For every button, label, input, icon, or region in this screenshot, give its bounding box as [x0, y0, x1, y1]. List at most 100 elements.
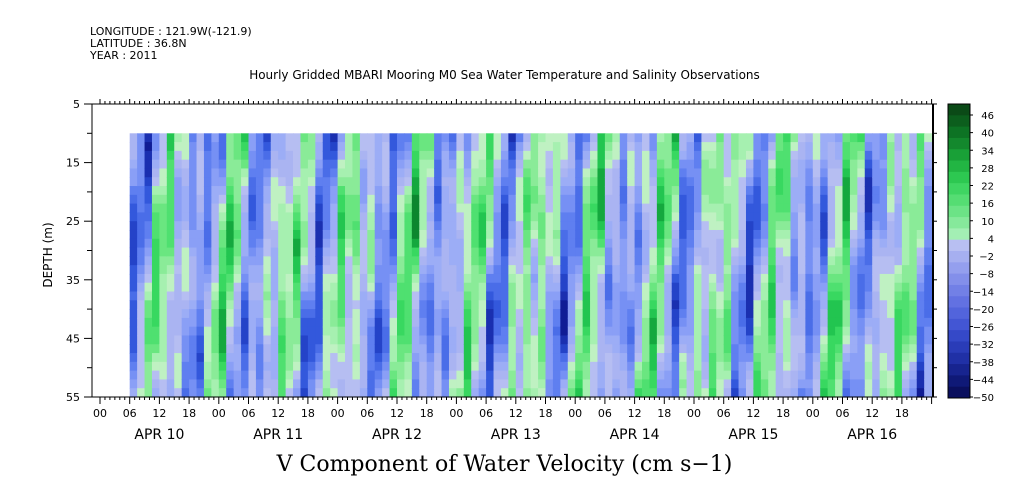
- heatmap-cell: [901, 186, 910, 196]
- heatmap-cell: [255, 370, 264, 381]
- heatmap-cell: [887, 150, 896, 161]
- heatmap-cell: [463, 168, 472, 178]
- colorbar-label: −14: [973, 287, 994, 298]
- colorbar-cell: [948, 126, 970, 139]
- heatmap-cell: [775, 291, 784, 301]
- heatmap-cell: [137, 265, 146, 275]
- heatmap-cell: [783, 291, 792, 301]
- heatmap-cell: [842, 282, 851, 293]
- heatmap-cell: [434, 282, 443, 293]
- heatmap-cell: [478, 379, 487, 389]
- heatmap-cell: [545, 361, 554, 372]
- heatmap-cell: [181, 229, 190, 240]
- heatmap-cell: [352, 177, 361, 187]
- heatmap-cell: [493, 229, 502, 240]
- heatmap-cell: [731, 247, 740, 257]
- heatmap-cell: [612, 344, 621, 354]
- heatmap-cell: [448, 186, 458, 196]
- heatmap-cell: [144, 133, 153, 143]
- heatmap-cell: [166, 177, 175, 187]
- heatmap-cell: [508, 238, 517, 249]
- heatmap-cell: [879, 265, 888, 275]
- heatmap-cell: [233, 309, 242, 319]
- heatmap-cell: [315, 309, 324, 319]
- heatmap-cell: [723, 300, 732, 310]
- heatmap-cell: [679, 194, 688, 205]
- heatmap-cell: [567, 159, 576, 170]
- heatmap-cell: [151, 256, 160, 266]
- heatmap-cell: [493, 282, 502, 293]
- heatmap-cell: [820, 344, 829, 354]
- heatmap-cell: [924, 265, 933, 275]
- heatmap-cell: [389, 221, 398, 231]
- heatmap-cell: [471, 309, 480, 319]
- heatmap-cell: [166, 238, 175, 249]
- heatmap-cell: [612, 221, 621, 231]
- colorbar-cell: [948, 239, 970, 252]
- heatmap-cell: [471, 238, 480, 249]
- heatmap-cell: [731, 186, 740, 196]
- heatmap-cell: [159, 194, 168, 205]
- heatmap-cell: [241, 317, 250, 328]
- heatmap-cell: [552, 344, 561, 354]
- heatmap-cell: [664, 194, 673, 205]
- heatmap-cell: [894, 370, 903, 381]
- heatmap-cell: [916, 159, 925, 170]
- heatmap-cell: [278, 186, 287, 196]
- heatmap-cell: [916, 370, 925, 381]
- heatmap-cell: [241, 177, 250, 187]
- heatmap-cell: [768, 317, 777, 328]
- heatmap-cell: [849, 229, 858, 240]
- heatmap-cell: [441, 265, 450, 275]
- heatmap-cell: [619, 370, 628, 381]
- heatmap-cell: [894, 229, 903, 240]
- heatmap-cell: [738, 379, 747, 389]
- heatmap-cell: [909, 159, 918, 170]
- heatmap-cell: [812, 291, 821, 301]
- heatmap-cell: [189, 273, 198, 284]
- heatmap-cell: [872, 133, 881, 143]
- heatmap-cell: [270, 133, 279, 143]
- heatmap-cell: [300, 194, 309, 205]
- heatmap-cell: [634, 159, 643, 170]
- heatmap-cell: [456, 238, 465, 249]
- heatmap-cell: [894, 282, 903, 293]
- heatmap-cell: [330, 133, 339, 143]
- heatmap-cell: [901, 344, 910, 354]
- heatmap-cell: [448, 361, 458, 372]
- heatmap-cell: [538, 344, 547, 354]
- heatmap-cell: [226, 379, 235, 389]
- heatmap-cell: [397, 317, 406, 328]
- heatmap-cell: [226, 256, 235, 266]
- heatmap-cell: [515, 256, 524, 266]
- heatmap-cell: [738, 265, 747, 275]
- heatmap-cell: [604, 300, 613, 310]
- heatmap-cell: [434, 291, 443, 301]
- heatmap-cell: [627, 300, 636, 310]
- heatmap-cell: [419, 388, 428, 398]
- heatmap-cell: [211, 221, 220, 231]
- heatmap-cell: [656, 177, 665, 187]
- heatmap-cell: [656, 238, 665, 249]
- heatmap-cell: [656, 194, 665, 205]
- heatmap-cell: [508, 335, 517, 345]
- heatmap-cell: [545, 133, 554, 143]
- heatmap-cell: [731, 194, 740, 205]
- heatmap-cell: [300, 203, 309, 214]
- heatmap-cell: [137, 150, 146, 161]
- heatmap-cell: [241, 379, 250, 389]
- heatmap-cell: [248, 221, 257, 231]
- heatmap-cell: [285, 265, 294, 275]
- heatmap-cell: [144, 186, 153, 196]
- heatmap-cell: [560, 370, 569, 381]
- heatmap-cell: [797, 273, 806, 284]
- heatmap-cell: [478, 256, 487, 266]
- heatmap-cell: [270, 186, 279, 196]
- heatmap-cell: [337, 317, 346, 328]
- heatmap-cell: [203, 317, 212, 328]
- heatmap-cell: [642, 186, 651, 196]
- heatmap-cell: [627, 168, 636, 178]
- heatmap-cell: [300, 344, 309, 354]
- heatmap-cell: [783, 326, 792, 337]
- heatmap-cell: [471, 159, 480, 170]
